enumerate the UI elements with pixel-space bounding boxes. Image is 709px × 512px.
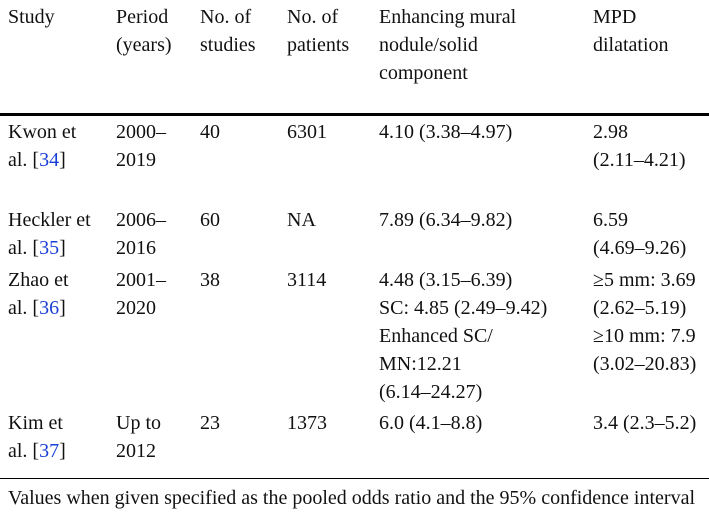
cell-line: 2019 [116,149,156,171]
header-line: component [379,62,468,84]
cell-line: 7.89 (6.34–9.82) [379,209,513,231]
cell-line: ≥10 mm: 7.9 [593,325,696,347]
cell-line: SC: 4.85 (2.49–9.42) [379,297,548,319]
cell-line: 4.48 (3.15–6.39) [379,269,513,291]
header-line: No. of [200,6,252,28]
cell-line: 2000– [116,121,166,143]
cell-line: al. [37] [8,437,66,465]
cell-line: 23 [200,412,220,434]
cell-line: al. [36] [8,294,69,322]
cell-line: 2.98 [593,121,628,143]
cell-line: al. [35] [8,234,91,262]
table-cell: Kwon et al. [34] [8,118,76,174]
cell-line: 2006– [116,209,166,231]
table-cell: 1373 [287,409,327,437]
header-cell: Enhancing mural nodule/solid component [379,3,516,87]
table-cell: Kim et al. [37] [8,409,66,465]
cell-line: 38 [200,269,220,291]
table-cell: 38 [200,266,220,294]
table-cell: 3.4 (2.3–5.2) [593,409,696,437]
cell-line: 2001– [116,269,166,291]
table-cell: 6.59 (4.69–9.26) [593,206,686,262]
cell-line: 4.10 (3.38–4.97) [379,121,513,143]
cell-line: 2020 [116,297,156,319]
cell-line: 3.4 (2.3–5.2) [593,412,697,434]
study-text: al. [ [8,440,40,462]
table-cell: 4.48 (3.15–6.39) SC: 4.85 (2.49–9.42) Enha… [379,266,547,406]
header-line: Study [8,6,55,28]
cell-line: 3114 [287,269,327,291]
table-cell: 6.0 (4.1–8.8) [379,409,482,437]
header-line: studies [200,34,256,56]
cell-line: MN:12.21 [379,353,462,375]
table-cell: 60 [200,206,220,234]
study-text: ] [59,149,66,171]
cell-line: 6.59 [593,209,628,231]
table-cell: 3114 [287,266,326,294]
cell-line: 60 [200,209,220,231]
header-line: (years) [116,34,172,56]
reference-link[interactable]: 35 [39,237,60,259]
reference-link[interactable]: 36 [39,297,60,319]
study-text: al. [ [8,237,40,259]
cell-line: Enhanced SC/ [379,325,493,347]
table-cell: Up to 2012 [116,409,161,465]
header-cell: Period (years) [116,3,172,59]
cell-line: (6.14–24.27) [379,381,483,403]
table-cell: 40 [200,118,220,146]
header-line: No. of [287,6,339,28]
table-cell: 23 [200,409,220,437]
study-text: al. [ [8,297,40,319]
cell-line: Zhao et [8,269,69,291]
cell-line: 1373 [287,412,327,434]
table-cell: 6301 [287,118,327,146]
cell-line: ≥5 mm: 3.69 [593,269,696,291]
footnote: Values when given specified as the poole… [8,487,696,509]
header-line: Period [116,6,169,28]
table-cell: 2001– 2020 [116,266,166,322]
study-text: ] [59,440,66,462]
header-cell: No. of studies [200,3,256,59]
study-text: al. [ [8,149,40,171]
table-cell: Heckler et al. [35] [8,206,91,262]
cell-line: Heckler et [8,209,91,231]
cell-line: Kim et [8,412,63,434]
cell-line: (2.11–4.21) [593,149,686,171]
table-cell: ≥5 mm: 3.69 (2.62–5.19) ≥10 mm: 7.9 (3.02–2… [593,266,696,378]
study-text: ] [59,237,66,259]
table-cell: 2006– 2016 [116,206,166,262]
table-cell: 4.10 (3.38–4.97) [379,118,512,146]
header-cell: MPD dilatation [593,3,669,59]
cell-line: Kwon et [8,121,77,143]
cell-line: (4.69–9.26) [593,237,687,259]
cell-line: (3.02–20.83) [593,353,697,375]
table-cell: NA [287,206,316,234]
reference-link[interactable]: 34 [39,149,60,171]
table-cell: Zhao et al. [36] [8,266,69,322]
cell-line: NA [287,209,316,231]
table-cell: 7.89 (6.34–9.82) [379,206,512,234]
cell-line: (2.62–5.19) [593,297,687,319]
header-line: Enhancing mural [379,6,517,28]
cell-line: Up to [116,412,161,434]
header-line: patients [287,34,350,56]
table-cell: 2.98 (2.11–4.21) [593,118,686,174]
cell-line: al. [34] [8,146,76,174]
header-cell: Study [8,3,55,31]
cell-line: 40 [200,121,220,143]
header-line: nodule/solid [379,34,478,56]
cell-line: 6.0 (4.1–8.8) [379,412,483,434]
cell-line: 2016 [116,237,156,259]
header-line: MPD [593,6,637,28]
bottom-rule [0,478,709,479]
header-cell: No. of patients [287,3,349,59]
header-rule [0,113,709,116]
table-cell: 2000– 2019 [116,118,166,174]
header-line: dilatation [593,34,669,56]
study-text: ] [59,297,66,319]
reference-link[interactable]: 37 [39,440,60,462]
cell-line: 2012 [116,440,156,462]
cell-line: 6301 [287,121,327,143]
